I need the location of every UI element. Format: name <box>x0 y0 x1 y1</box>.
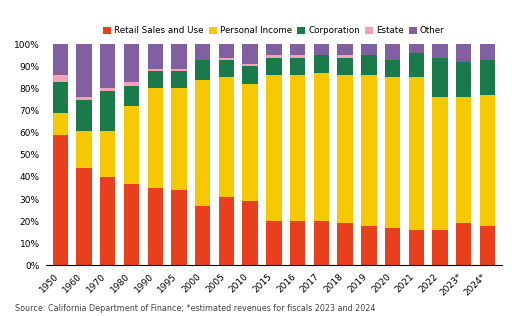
Bar <box>195 206 210 265</box>
Bar <box>337 55 353 58</box>
Bar <box>266 221 282 265</box>
Bar <box>385 44 400 60</box>
Bar <box>100 91 116 131</box>
Bar <box>124 82 139 86</box>
Bar <box>480 60 495 95</box>
Bar <box>266 55 282 58</box>
Bar <box>76 97 92 100</box>
Bar <box>147 71 163 88</box>
Bar <box>266 75 282 221</box>
Bar <box>266 44 282 55</box>
Bar <box>53 113 68 135</box>
Bar <box>53 82 68 113</box>
Bar <box>290 75 305 221</box>
Bar <box>53 44 68 75</box>
Bar <box>361 55 376 75</box>
Bar <box>100 131 116 177</box>
Legend: Retail Sales and Use, Personal Income, Corporation, Estate, Other: Retail Sales and Use, Personal Income, C… <box>103 27 444 35</box>
Bar <box>76 131 92 168</box>
Bar <box>337 44 353 55</box>
Bar <box>53 135 68 265</box>
Bar <box>219 44 234 58</box>
Bar <box>100 88 116 91</box>
Bar <box>385 228 400 265</box>
Bar <box>243 64 258 66</box>
Bar <box>290 221 305 265</box>
Bar <box>195 60 210 80</box>
Bar <box>124 44 139 82</box>
Bar <box>243 66 258 84</box>
Bar <box>195 80 210 206</box>
Bar <box>100 44 116 88</box>
Bar <box>124 184 139 265</box>
Bar <box>53 75 68 82</box>
Bar <box>409 230 424 265</box>
Bar <box>432 44 448 58</box>
Bar <box>172 69 187 71</box>
Bar <box>219 58 234 60</box>
Bar <box>147 188 163 265</box>
Bar <box>480 44 495 60</box>
Bar <box>100 177 116 265</box>
Bar <box>480 226 495 265</box>
Bar <box>337 58 353 75</box>
Bar <box>314 221 329 265</box>
Bar <box>409 44 424 53</box>
Bar <box>243 201 258 265</box>
Bar <box>219 197 234 265</box>
Bar <box>290 44 305 55</box>
Bar <box>219 60 234 77</box>
Bar <box>337 223 353 265</box>
Bar <box>361 75 376 226</box>
Bar <box>290 58 305 75</box>
Bar <box>124 86 139 106</box>
Bar <box>124 106 139 184</box>
Bar <box>147 88 163 188</box>
Text: Source: California Department of Finance; *estimated revenues for fiscals 2023 a: Source: California Department of Finance… <box>15 304 376 313</box>
Bar <box>432 58 448 97</box>
Bar <box>76 100 92 131</box>
Bar <box>456 97 472 223</box>
Bar <box>266 58 282 75</box>
Bar <box>76 168 92 265</box>
Bar <box>172 88 187 190</box>
Bar <box>314 55 329 73</box>
Bar <box>432 97 448 230</box>
Bar <box>385 60 400 77</box>
Bar <box>76 44 92 97</box>
Bar <box>147 69 163 71</box>
Bar <box>480 95 495 226</box>
Bar <box>147 44 163 69</box>
Bar <box>361 226 376 265</box>
Bar <box>409 53 424 77</box>
Bar <box>385 77 400 228</box>
Bar <box>409 77 424 230</box>
Bar <box>195 44 210 60</box>
Bar <box>456 62 472 97</box>
Bar <box>243 44 258 64</box>
Bar <box>219 77 234 197</box>
Bar <box>456 223 472 265</box>
Bar <box>456 44 472 62</box>
Bar <box>314 73 329 221</box>
Bar <box>172 190 187 265</box>
Bar <box>172 71 187 88</box>
Bar <box>432 230 448 265</box>
Bar <box>290 55 305 58</box>
Bar <box>243 84 258 201</box>
Bar <box>361 44 376 55</box>
Bar <box>314 44 329 55</box>
Bar <box>172 44 187 69</box>
Bar <box>337 75 353 223</box>
